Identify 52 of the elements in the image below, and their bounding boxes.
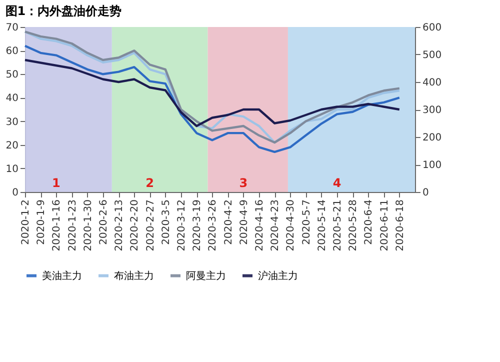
x-tick-label: 2020-2-20 <box>130 200 141 252</box>
annotation: 2 <box>146 176 154 190</box>
line-series <box>24 30 400 144</box>
y2-tick-label: 300 <box>422 105 442 116</box>
y2-tick-label: 500 <box>422 50 442 61</box>
x-tick-label: 2020-4-30 <box>286 200 297 252</box>
x-tick-label: 2020-6-4 <box>364 200 375 245</box>
x-tick-label: 2020-2-6 <box>98 200 110 245</box>
y-tick-label: 20 <box>6 140 18 152</box>
x-tick-label: 2020-5-7 <box>301 200 312 245</box>
y-tick-label: 0 <box>12 188 18 198</box>
annotation: 3 <box>239 176 248 190</box>
y2-tick-label: 100 <box>422 160 442 171</box>
x-tick-label: 2020-1-23 <box>67 200 78 252</box>
y-tick-label: 30 <box>6 116 18 128</box>
x-tick-label: 2020-1-9 <box>36 200 48 245</box>
legend-label: 美油主力 <box>42 270 82 282</box>
y-tick-label: 50 <box>6 70 18 81</box>
x-tick-label: 2020-4-9 <box>238 200 250 245</box>
annotation: 4 <box>332 176 342 190</box>
y-tick-label: 70 <box>6 22 18 34</box>
line-series <box>24 44 400 154</box>
x-tick-label: 2020-5-14 <box>316 200 328 252</box>
annotation: 1 <box>52 176 60 190</box>
y-tick-label: 10 <box>6 164 18 175</box>
legend-label: 布油主力 <box>114 270 154 282</box>
x-tick-label: 2020-3-12 <box>176 200 188 252</box>
x-tick-label: 2020-2-13 <box>114 200 126 252</box>
y2-tick-label: 400 <box>422 78 442 88</box>
x-tick-label: 2020-5-28 <box>348 200 360 252</box>
y-tick-label: 60 <box>6 46 18 58</box>
x-tick-label: 2020-5-21 <box>332 200 344 252</box>
y2-tick-label: 600 <box>422 22 442 34</box>
x-tick-label: 2020-4-2 <box>223 200 234 245</box>
x-tick-label: 2020-2-27 <box>145 200 156 252</box>
line-series <box>24 58 400 128</box>
x-tick-label: 2020-3-26 <box>208 200 219 252</box>
chart-title: 图1：内外盘油价走势 <box>5 4 122 18</box>
x-tick-label: 2020-6-18 <box>394 200 406 252</box>
y-tick-label: 40 <box>6 93 18 104</box>
x-tick-label: 2020-3-5 <box>160 200 172 245</box>
x-tick-label: 2020-3-19 <box>192 200 204 252</box>
x-tick-label: 2020-4-16 <box>254 200 266 252</box>
legend-label: 沪油主力 <box>258 270 298 282</box>
x-tick-label: 2020-1-16 <box>52 200 63 252</box>
y2-tick-label: 200 <box>422 132 442 144</box>
x-tick-label: 2020-1-2 <box>20 200 32 245</box>
x-tick-label: 2020-1-30 <box>82 200 94 252</box>
legend-label: 阿曼主力 <box>186 270 226 282</box>
y2-tick-label: 0 <box>422 188 429 198</box>
x-tick-label: 2020-4-23 <box>270 200 282 252</box>
x-tick-label: 2020-6-11 <box>379 200 390 252</box>
